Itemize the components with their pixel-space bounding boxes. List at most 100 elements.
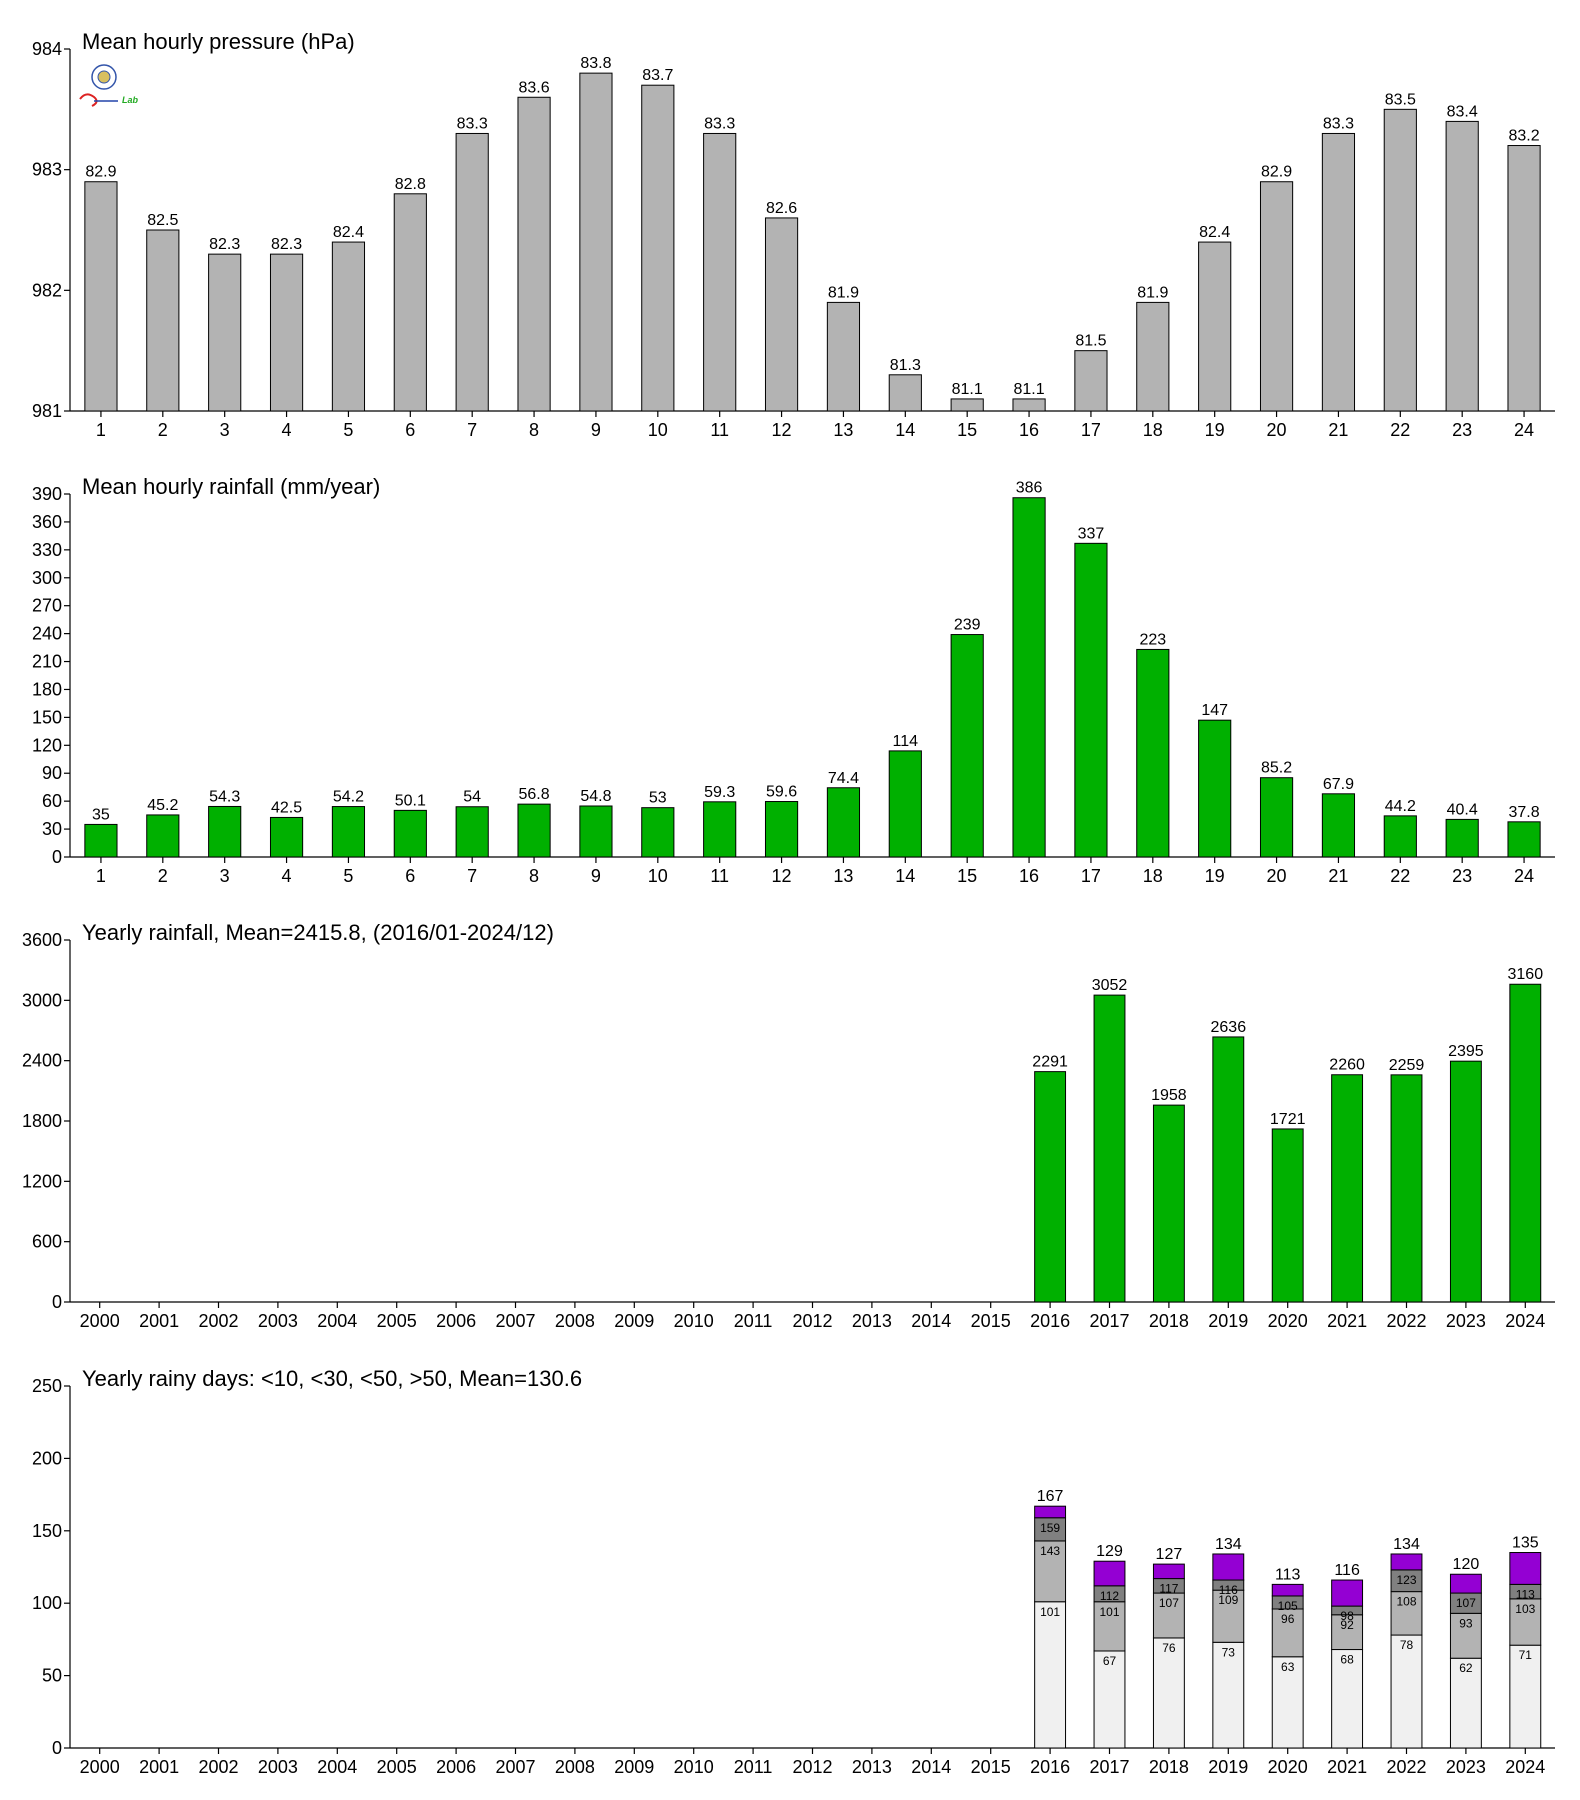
bar xyxy=(641,84,675,412)
stack-segment xyxy=(1212,1553,1245,1581)
stack-segment xyxy=(1449,1573,1482,1594)
x-tick-label: 2007 xyxy=(495,1311,535,1331)
x-tick-label: 11 xyxy=(710,420,729,440)
x-tick-label: 2011 xyxy=(734,1311,773,1331)
x-tick-label: 2020 xyxy=(1268,1311,1308,1331)
x-tick-label: 2023 xyxy=(1446,1311,1486,1331)
data-label: 81.9 xyxy=(1137,284,1168,301)
bar xyxy=(826,787,861,858)
bar xyxy=(269,816,304,858)
bar xyxy=(146,814,180,858)
bar xyxy=(1093,994,1126,1303)
total-label: 134 xyxy=(1215,1536,1242,1553)
x-tick-label: 14 xyxy=(895,420,915,440)
x-tick-label: 6 xyxy=(405,420,415,440)
x-tick-label: 1 xyxy=(96,866,106,886)
x-tick-label: 4 xyxy=(282,420,292,440)
stack-segment xyxy=(1509,1644,1542,1749)
data-label: 59.6 xyxy=(766,784,797,801)
x-tick-label: 12 xyxy=(772,420,792,440)
bar xyxy=(1259,777,1294,858)
data-label: 83.8 xyxy=(580,55,611,72)
x-tick-label: 8 xyxy=(529,866,539,886)
y-tick-label: 90 xyxy=(42,763,62,783)
x-tick-label: 2005 xyxy=(377,1757,417,1777)
bar xyxy=(517,803,551,858)
y-tick-label: 1200 xyxy=(22,1171,62,1191)
total-label: 129 xyxy=(1096,1543,1123,1560)
data-label: 82.9 xyxy=(85,164,116,181)
segment-label: 68 xyxy=(1340,1653,1354,1667)
bar xyxy=(269,253,304,412)
stack-segment xyxy=(1390,1553,1423,1571)
data-label: 85.2 xyxy=(1261,760,1292,777)
x-tick-label: 22 xyxy=(1390,420,1410,440)
y-tick-label: 3600 xyxy=(22,930,62,950)
segment-label: 73 xyxy=(1222,1645,1236,1659)
x-tick-label: 2021 xyxy=(1327,1757,1367,1777)
x-tick-label: 8 xyxy=(529,420,539,440)
x-tick-label: 5 xyxy=(343,866,353,886)
data-label: 83.7 xyxy=(642,67,673,84)
x-tick-label: 2012 xyxy=(792,1311,832,1331)
data-label: 1721 xyxy=(1270,1111,1306,1128)
segment-label: 96 xyxy=(1281,1612,1295,1626)
bar xyxy=(888,374,922,412)
stack-segment xyxy=(1093,1650,1126,1749)
bar xyxy=(455,806,489,858)
stack-segment xyxy=(1331,1579,1364,1607)
y-tick-label: 50 xyxy=(42,1666,62,1686)
segment-label: 76 xyxy=(1162,1641,1176,1655)
data-label: 82.3 xyxy=(271,236,302,253)
y-tick-label: 150 xyxy=(32,707,62,727)
bar xyxy=(331,241,366,412)
data-label: 45.2 xyxy=(147,797,178,814)
x-tick-label: 2010 xyxy=(674,1311,714,1331)
x-tick-label: 2015 xyxy=(971,1757,1011,1777)
bar xyxy=(1331,1074,1364,1303)
bar xyxy=(1507,145,1541,412)
x-tick-label: 17 xyxy=(1081,866,1101,886)
segment-label: 108 xyxy=(1396,1595,1416,1609)
y-tick-label: 60 xyxy=(42,791,62,811)
data-label: 67.9 xyxy=(1323,776,1354,793)
bar xyxy=(579,72,613,412)
data-label: 82.5 xyxy=(147,212,178,229)
x-tick-label: 11 xyxy=(710,866,729,886)
x-tick-label: 2018 xyxy=(1149,1311,1189,1331)
bar xyxy=(1271,1128,1304,1303)
stack-segment xyxy=(1212,1589,1245,1643)
chart-title: Yearly rainy days: <10, <30, <50, >50, M… xyxy=(82,1366,582,1391)
x-tick-label: 9 xyxy=(591,420,601,440)
y-tick-label: 300 xyxy=(32,568,62,588)
data-label: 83.2 xyxy=(1508,128,1539,145)
data-label: 239 xyxy=(954,617,981,634)
x-tick-label: 2008 xyxy=(555,1311,595,1331)
x-tick-label: 2001 xyxy=(139,1757,179,1777)
y-tick-label: 984 xyxy=(32,39,62,59)
x-tick-label: 2021 xyxy=(1327,1311,1367,1331)
data-label: 337 xyxy=(1078,525,1105,542)
data-label: 223 xyxy=(1139,631,1166,648)
data-label: 83.3 xyxy=(1323,115,1354,132)
segment-label: 112 xyxy=(1100,1589,1119,1603)
bar xyxy=(1321,793,1356,858)
x-tick-label: 20 xyxy=(1267,420,1287,440)
stack-segment xyxy=(1509,1552,1542,1585)
x-tick-label: 2007 xyxy=(495,1757,535,1777)
bar xyxy=(764,801,799,858)
x-tick-label: 2018 xyxy=(1149,1757,1189,1777)
x-tick-label: 18 xyxy=(1143,866,1163,886)
bar xyxy=(950,634,984,858)
bar xyxy=(950,398,984,412)
x-tick-label: 2016 xyxy=(1030,1311,1070,1331)
y-tick-label: 983 xyxy=(32,160,62,180)
data-label: 81.9 xyxy=(828,284,859,301)
bar xyxy=(888,750,922,858)
bar xyxy=(1509,983,1542,1303)
x-tick-label: 21 xyxy=(1328,866,1348,886)
x-tick-label: 2017 xyxy=(1089,1311,1129,1331)
stack-segment xyxy=(1390,1634,1423,1749)
